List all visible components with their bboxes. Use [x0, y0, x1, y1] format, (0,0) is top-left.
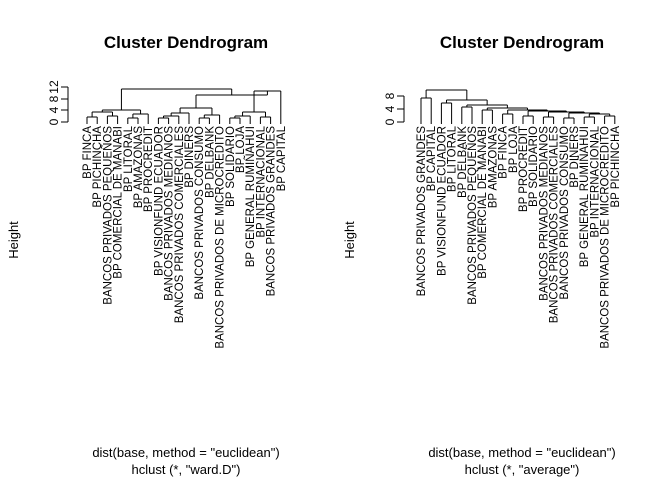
x-axis-label-line1: dist(base, method = "euclidean") [92, 445, 279, 460]
y-tick-label: 4 [47, 106, 61, 113]
y-tick-label: 4 [383, 105, 397, 112]
leaf-label: BP LITORAL [447, 125, 459, 192]
dendrogram-branches [420, 89, 616, 124]
leaf-label: BP COMERCIAL DE MANABI [113, 126, 125, 279]
y-axis: 0 4 8 [383, 92, 405, 125]
leaf-label: BANCOS PRIVADOS COMERCIALES [174, 126, 186, 324]
leaf-label: BP INTERNACIONAL [589, 125, 601, 237]
chart-title: Cluster Dendrogram [440, 33, 604, 52]
y-tick-label: 0 [47, 118, 61, 125]
leaf-label: BP LITORAL [123, 125, 135, 192]
leaf-label: BP PROCREDIT [143, 126, 155, 212]
leaf-label: BP VISIONFUND ECUADOR [153, 126, 165, 276]
leaf-label: BP FINCA [498, 126, 510, 179]
leaf-label: BANCOS PRIVADOS COMERCIALES [549, 126, 561, 324]
leaf-label: BANCOS PRIVADOS GRANDES [266, 126, 278, 297]
leaf-label: BP DELBANK [204, 126, 216, 198]
y-tick-label: 8 [383, 92, 397, 99]
leaf-label: BANCOS PRIVADOS PEQUEÑOS [101, 126, 114, 305]
leaf-label: BP DINERS [184, 126, 196, 188]
y-tick-label: 8 [47, 95, 61, 102]
y-axis: 0 4 812 [47, 80, 69, 125]
leaf-label: BP SOLIDARIO [528, 126, 540, 207]
leaf-label: BP LOJA [235, 126, 247, 173]
leaf-label: BP FINCA [82, 126, 94, 179]
x-axis-label-line2: hclust (*, "average") [465, 462, 580, 477]
x-axis-label-line2: hclust (*, "ward.D") [132, 462, 241, 477]
leaf-label: BANCOS PRIVADOS DE MICROCREDITO [600, 126, 612, 349]
leaf-label: BP SOLIDARIO [225, 126, 237, 207]
y-tick-label: 12 [47, 80, 61, 94]
dendrogram-panel-average: Cluster Dendrogram Height dist(base, met… [342, 33, 622, 477]
leaf-label: BP VISIONFUND ECUADOR [436, 126, 448, 276]
leaf-label: BP PICHINCHA [92, 126, 104, 208]
leaf-label: BANCOS PRIVADOS CONSUMO [194, 126, 206, 300]
leaf-label: BP CAPITAL [276, 125, 288, 191]
leaf-label: BP GENERAL RUMIÑAHUI [578, 126, 591, 267]
leaf-label: BP PROCREDIT [518, 126, 530, 212]
leaf-label: BP DINERS [569, 126, 581, 188]
leaf-label: BP AMAZONAS [487, 126, 499, 209]
x-axis-label-line1: dist(base, method = "euclidean") [428, 445, 615, 460]
leaf-label: BANCOS PRIVADOS GRANDES [416, 126, 428, 297]
leaf-label: BP PICHINCHA [610, 126, 622, 208]
y-axis-label: Height [6, 221, 21, 259]
leaf-label: BP GENERAL RUMIÑAHUI [244, 126, 257, 267]
leaf-label: BANCOS PRIVADOS MEDIANOS [164, 126, 176, 301]
leaf-label: BP LOJA [508, 126, 520, 173]
dendrogram-branches [86, 88, 282, 124]
leaf-label: BANCOS PRIVADOS CONSUMO [559, 126, 571, 300]
leaf-label: BANCOS PRIVADOS DE MICROCREDITO [215, 126, 227, 349]
leaf-label: BP DELBANK [457, 126, 469, 198]
leaf-label: BP COMERCIAL DE MANABI [477, 126, 489, 279]
chart-title: Cluster Dendrogram [104, 33, 268, 52]
y-axis-label: Height [342, 221, 357, 259]
leaf-label: BANCOS PRIVADOS MEDIANOS [538, 126, 550, 301]
leaf-label: BP CAPITAL [426, 125, 438, 191]
leaf-label: BP AMAZONAS [133, 126, 145, 209]
leaf-label: BANCOS PRIVADOS PEQUEÑOS [466, 126, 479, 305]
dendrogram-panel-ward: Cluster Dendrogram Height dist(base, met… [6, 33, 288, 477]
y-tick-label: 0 [383, 118, 397, 125]
leaf-label: BP INTERNACIONAL [255, 125, 267, 237]
